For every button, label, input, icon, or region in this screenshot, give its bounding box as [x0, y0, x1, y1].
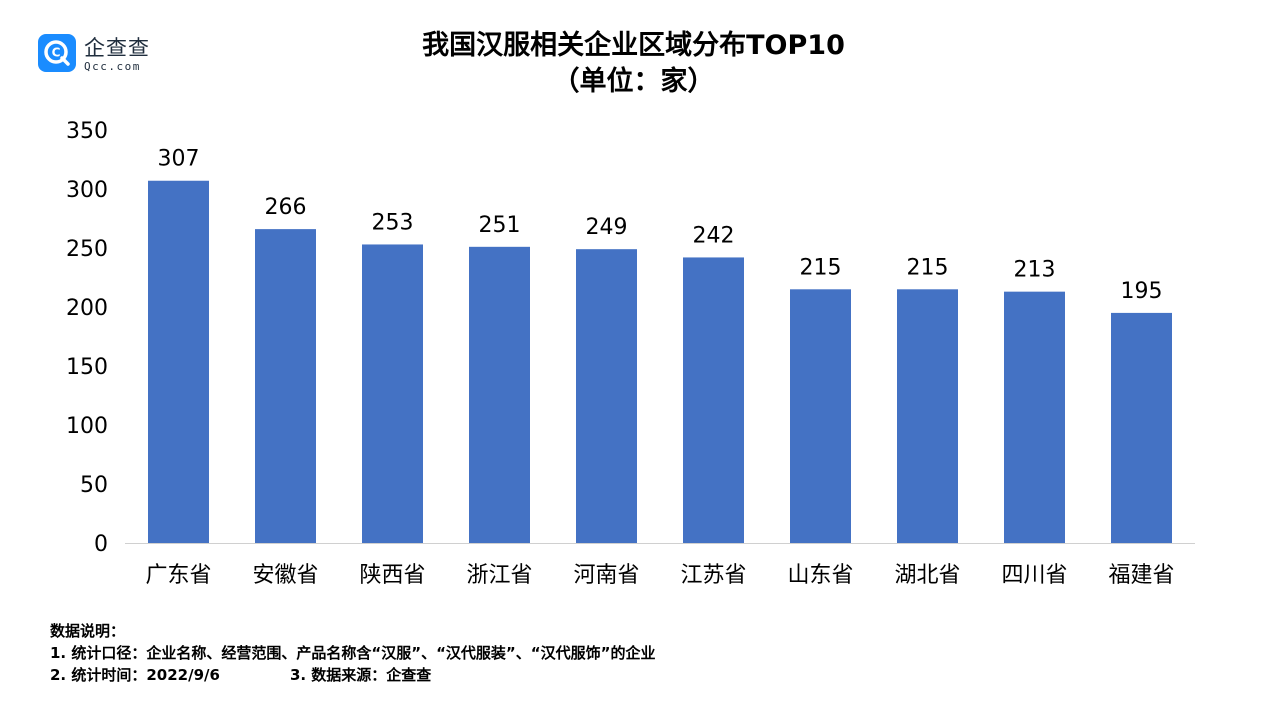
y-tick-label: 250: [66, 237, 108, 262]
x-tick-label: 陕西省: [359, 563, 425, 588]
bar-6: [683, 257, 744, 543]
x-tick-label: 四川省: [1001, 563, 1067, 588]
x-tick-label: 湖北省: [894, 563, 960, 588]
y-tick-label: 350: [66, 119, 108, 144]
bar-1: [148, 180, 209, 544]
bar-10: [1111, 312, 1172, 543]
data-label: 215: [907, 255, 949, 280]
bar-5: [576, 249, 637, 543]
svg-text:C: C: [52, 46, 61, 60]
notes-heading: 数据说明：: [50, 622, 126, 640]
bar-3: [362, 244, 423, 543]
data-notes: 数据说明： 1. 统计口径：企业名称、经营范围、产品名称含“汉服”、“汉代服装”…: [50, 620, 656, 686]
x-tick-label: 山东省: [787, 563, 853, 588]
data-label: 195: [1121, 279, 1163, 304]
logo-domain: Qcc.com: [84, 60, 141, 73]
bar-4: [469, 246, 530, 543]
chart-subtitle: （单位：家）: [552, 66, 715, 97]
x-tick-label: 福建省: [1108, 563, 1174, 588]
x-tick-label: 河南省: [573, 563, 639, 588]
notes-source: 3. 数据来源：企查查: [289, 666, 432, 684]
y-tick-label: 200: [66, 296, 108, 321]
notes-date: 2. 统计时间：2022/9/6: [50, 666, 220, 684]
y-tick-label: 0: [94, 532, 108, 557]
x-tick-label: 安徽省: [252, 563, 318, 588]
y-tick-label: 300: [66, 178, 108, 203]
data-label: 215: [800, 255, 842, 280]
chart-title: 我国汉服相关企业区域分布TOP10: [422, 30, 845, 61]
bar-8: [897, 289, 958, 543]
bar-2: [255, 229, 316, 543]
data-label: 266: [265, 195, 307, 220]
logo-name: 企查查: [84, 36, 150, 60]
y-tick-label: 50: [80, 473, 108, 498]
bar-9: [1004, 291, 1065, 543]
notes-scope: 1. 统计口径：企业名称、经营范围、产品名称含“汉服”、“汉代服装”、“汉代服饰…: [50, 644, 656, 662]
data-label: 249: [586, 215, 628, 240]
data-label: 253: [372, 210, 414, 235]
x-tick-label: 江苏省: [680, 563, 746, 588]
notes-row-2: 2. 统计时间：2022/9/6 3. 数据来源：企查查: [50, 664, 656, 686]
y-tick-label: 150: [66, 355, 108, 380]
qcc-logo-icon: C: [38, 34, 76, 72]
data-label: 307: [158, 147, 200, 172]
x-tick-label: 广东省: [145, 563, 211, 588]
data-label: 251: [479, 213, 521, 238]
qcc-logo: C 企查查 Qcc.com: [38, 32, 178, 78]
data-label: 242: [693, 223, 735, 248]
bar-7: [790, 289, 851, 543]
y-tick-label: 100: [66, 414, 108, 439]
data-label: 213: [1014, 258, 1056, 283]
x-tick-label: 浙江省: [466, 563, 532, 588]
